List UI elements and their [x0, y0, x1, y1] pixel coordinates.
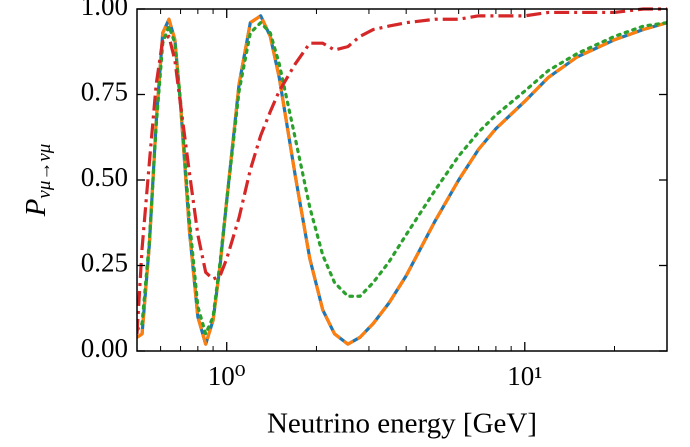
y-label-main: P — [20, 199, 52, 218]
y-tick-label: 0.00 — [81, 333, 128, 363]
y-tick-label: 0.25 — [81, 248, 128, 278]
y-axis-label: Pνμ→νμ — [20, 144, 56, 218]
data-line — [137, 7, 667, 334]
y-label-sub: νμ→νμ — [34, 144, 55, 199]
x-tick-label: 10¹ — [507, 361, 542, 391]
y-tick-label: 0.50 — [81, 162, 128, 192]
y-tick-label: 0.75 — [81, 77, 128, 107]
data-line — [137, 14, 667, 346]
x-axis-label: Neutrino energy [GeV] — [267, 408, 537, 440]
data-line — [137, 21, 667, 336]
x-tick-label: 10⁰ — [208, 361, 246, 391]
y-tick-label: 1.00 — [81, 0, 128, 21]
